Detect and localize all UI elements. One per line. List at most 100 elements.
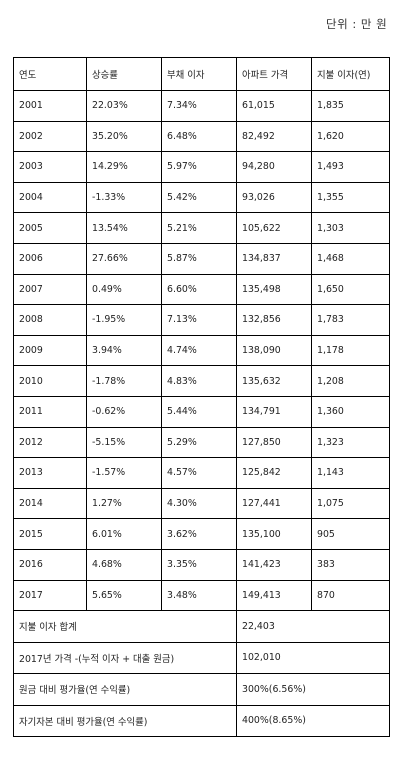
cell-apartment-price: 125,842 [236, 457, 312, 489]
cell-year: 2012 [13, 426, 87, 459]
cell-interest-paid: 1,143 [311, 457, 390, 489]
table-row: 2013 -1.57% 4.57% 125,842 1,143 [13, 457, 390, 489]
summary-row: 자기자본 대비 평가율(연 수익률) 400%(8.65%) [13, 704, 390, 738]
cell-year: 2009 [13, 334, 87, 367]
cell-growth-rate: 1.27% [86, 487, 162, 520]
table-row: 2016 4.68% 3.35% 141,423 383 [13, 548, 390, 581]
table-row: 2008 -1.95% 7.13% 132,856 1,783 [13, 304, 390, 336]
table-row: 2017 5.65% 3.48% 149,413 870 [13, 579, 390, 612]
cell-debt-interest: 5.42% [161, 181, 237, 214]
apartment-interest-table: 연도 상승률 부채 이자 아파트 가격 지불 이자(연) 2001 22.03% 7… [13, 57, 390, 738]
cell-debt-interest: 5.97% [161, 151, 237, 183]
cell-interest-paid: 1,323 [311, 426, 390, 459]
summary-label: 원금 대비 평가율(연 수익률) [13, 673, 237, 706]
cell-debt-interest: 6.60% [161, 273, 237, 306]
cell-debt-interest: 4.30% [161, 487, 237, 520]
cell-debt-interest: 4.74% [161, 334, 237, 367]
cell-debt-interest: 4.57% [161, 457, 237, 489]
summary-value: 300%(6.56%) [236, 673, 390, 706]
table-row: 2012 -5.15% 5.29% 127,850 1,323 [13, 426, 390, 459]
cell-debt-interest: 4.83% [161, 365, 237, 397]
cell-debt-interest: 5.44% [161, 395, 237, 428]
cell-debt-interest: 6.48% [161, 120, 237, 153]
cell-interest-paid: 1,208 [311, 365, 390, 397]
cell-growth-rate: 0.49% [86, 273, 162, 306]
cell-apartment-price: 149,413 [236, 579, 312, 612]
unit-label: 단위 : 만 원 [326, 17, 388, 31]
cell-growth-rate: 3.94% [86, 334, 162, 367]
cell-debt-interest: 5.29% [161, 426, 237, 459]
summary-value: 22,403 [236, 610, 390, 643]
cell-year: 2013 [13, 457, 87, 489]
table-row: 2014 1.27% 4.30% 127,441 1,075 [13, 487, 390, 520]
cell-year: 2004 [13, 181, 87, 214]
cell-apartment-price: 141,423 [236, 548, 312, 581]
table-row: 2004 -1.33% 5.42% 93,026 1,355 [13, 181, 390, 214]
cell-year: 2005 [13, 212, 87, 244]
header-growth-rate: 상승률 [86, 57, 162, 91]
table-row: 2009 3.94% 4.74% 138,090 1,178 [13, 334, 390, 367]
table-row: 2007 0.49% 6.60% 135,498 1,650 [13, 273, 390, 306]
table-row: 2001 22.03% 7.34% 61,015 1,835 [13, 90, 390, 122]
cell-apartment-price: 93,026 [236, 181, 312, 214]
cell-debt-interest: 5.87% [161, 242, 237, 275]
cell-apartment-price: 135,632 [236, 365, 312, 397]
summary-label: 자기자본 대비 평가율(연 수익률) [13, 704, 237, 738]
cell-interest-paid: 905 [311, 518, 390, 550]
cell-apartment-price: 94,280 [236, 151, 312, 183]
cell-growth-rate: 4.68% [86, 548, 162, 581]
cell-interest-paid: 1,468 [311, 242, 390, 275]
cell-interest-paid: 1,355 [311, 181, 390, 214]
cell-apartment-price: 61,015 [236, 90, 312, 122]
cell-apartment-price: 134,791 [236, 395, 312, 428]
cell-growth-rate: -1.33% [86, 181, 162, 214]
cell-year: 2003 [13, 151, 87, 183]
table-body: 연도 상승률 부채 이자 아파트 가격 지불 이자(연) 2001 22.03% 7… [13, 57, 390, 738]
cell-debt-interest: 7.34% [161, 90, 237, 122]
cell-year: 2002 [13, 120, 87, 153]
cell-interest-paid: 383 [311, 548, 390, 581]
cell-growth-rate: 35.20% [86, 120, 162, 153]
cell-growth-rate: 22.03% [86, 90, 162, 122]
cell-growth-rate: 14.29% [86, 151, 162, 183]
summary-label: 2017년 가격 -(누적 이자 + 대출 원금) [13, 641, 237, 675]
header-apartment-price: 아파트 가격 [236, 57, 312, 91]
cell-growth-rate: -5.15% [86, 426, 162, 459]
cell-apartment-price: 138,090 [236, 334, 312, 367]
cell-interest-paid: 1,303 [311, 212, 390, 244]
table-row: 2002 35.20% 6.48% 82,492 1,620 [13, 120, 390, 153]
cell-apartment-price: 127,850 [236, 426, 312, 459]
cell-year: 2014 [13, 487, 87, 520]
cell-apartment-price: 82,492 [236, 120, 312, 153]
cell-year: 2017 [13, 579, 87, 612]
table-row: 2010 -1.78% 4.83% 135,632 1,208 [13, 365, 390, 397]
cell-debt-interest: 3.48% [161, 579, 237, 612]
cell-debt-interest: 5.21% [161, 212, 237, 244]
table-row: 2015 6.01% 3.62% 135,100 905 [13, 518, 390, 550]
cell-debt-interest: 3.35% [161, 548, 237, 581]
table-row: 2003 14.29% 5.97% 94,280 1,493 [13, 151, 390, 183]
cell-interest-paid: 1,783 [311, 304, 390, 336]
header-interest-paid: 지불 이자(연) [311, 57, 390, 91]
table-row: 2011 -0.62% 5.44% 134,791 1,360 [13, 395, 390, 428]
cell-year: 2016 [13, 548, 87, 581]
cell-interest-paid: 870 [311, 579, 390, 612]
cell-year: 2001 [13, 90, 87, 122]
cell-growth-rate: 5.65% [86, 579, 162, 612]
cell-interest-paid: 1,360 [311, 395, 390, 428]
cell-growth-rate: 27.66% [86, 242, 162, 275]
cell-year: 2015 [13, 518, 87, 550]
cell-interest-paid: 1,650 [311, 273, 390, 306]
cell-debt-interest: 7.13% [161, 304, 237, 336]
header-debt-interest: 부채 이자 [161, 57, 237, 91]
header-row: 연도 상승률 부채 이자 아파트 가격 지불 이자(연) [13, 57, 390, 91]
cell-interest-paid: 1,620 [311, 120, 390, 153]
summary-row: 2017년 가격 -(누적 이자 + 대출 원금) 102,010 [13, 641, 390, 675]
cell-interest-paid: 1,178 [311, 334, 390, 367]
cell-apartment-price: 105,622 [236, 212, 312, 244]
cell-interest-paid: 1,075 [311, 487, 390, 520]
cell-apartment-price: 127,441 [236, 487, 312, 520]
summary-value: 400%(8.65%) [236, 704, 390, 738]
cell-debt-interest: 3.62% [161, 518, 237, 550]
cell-apartment-price: 134,837 [236, 242, 312, 275]
